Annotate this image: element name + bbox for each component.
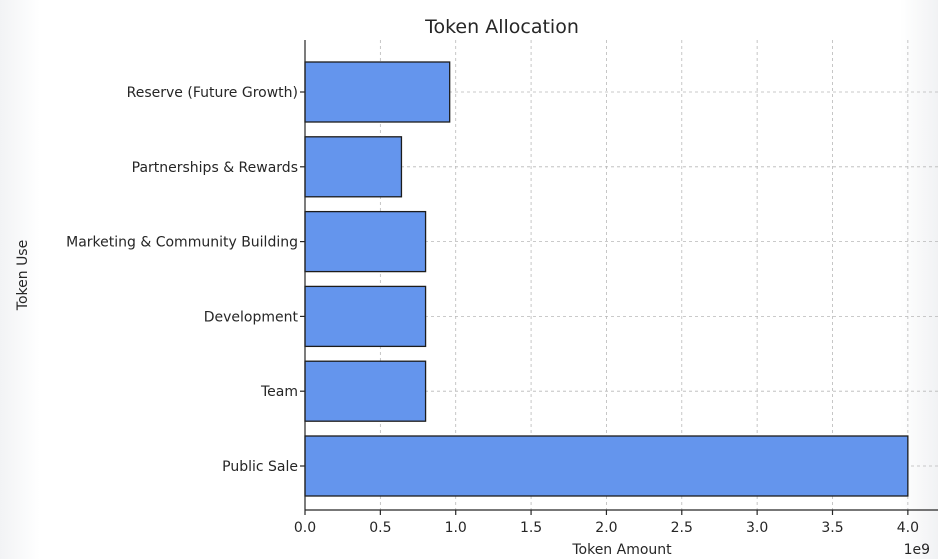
bar-partnerships-rewards	[304, 136, 403, 198]
x-tick-label: 1.0	[445, 520, 467, 536]
x-tick-label: 3.5	[821, 520, 843, 536]
y-tick-label: Marketing & Community Building	[66, 235, 298, 251]
y-axis-label: Token Use	[15, 240, 31, 311]
x-tick-layer: 0.0 0.5 1.0 1.5 2.0 2.5 3.0 3.5 4.0	[294, 510, 919, 536]
x-tick-label: 2.0	[595, 520, 617, 536]
x-axis-label: Token Amount	[571, 542, 672, 558]
x-tick-label: 2.5	[671, 520, 693, 536]
x-tick-label: 0.5	[369, 520, 391, 536]
y-tick-label: Team	[260, 384, 298, 400]
bar-development	[304, 285, 427, 348]
x-tick-label: 1.5	[520, 520, 542, 536]
chart-title: Token Allocation	[424, 16, 579, 38]
y-tick-layer: Public Sale Team Development Marketing & Co…	[66, 85, 305, 475]
y-tick-label: Reserve (Future Growth)	[127, 85, 298, 101]
bar-reserve-future-growth	[304, 61, 451, 123]
bar-team	[304, 360, 427, 422]
grid-layer	[305, 40, 938, 510]
x-axis-scale-label: 1e9	[904, 542, 930, 558]
x-tick-label: 0.0	[294, 520, 316, 536]
x-tick-label: 4.0	[897, 520, 919, 536]
y-tick-label: Development	[204, 309, 299, 325]
x-tick-label: 3.0	[746, 520, 768, 536]
bar-marketing-community-building	[304, 210, 427, 273]
bar-public-sale	[304, 435, 909, 497]
y-tick-label: Public Sale	[222, 459, 298, 475]
y-tick-label: Partnerships & Rewards	[132, 160, 298, 176]
